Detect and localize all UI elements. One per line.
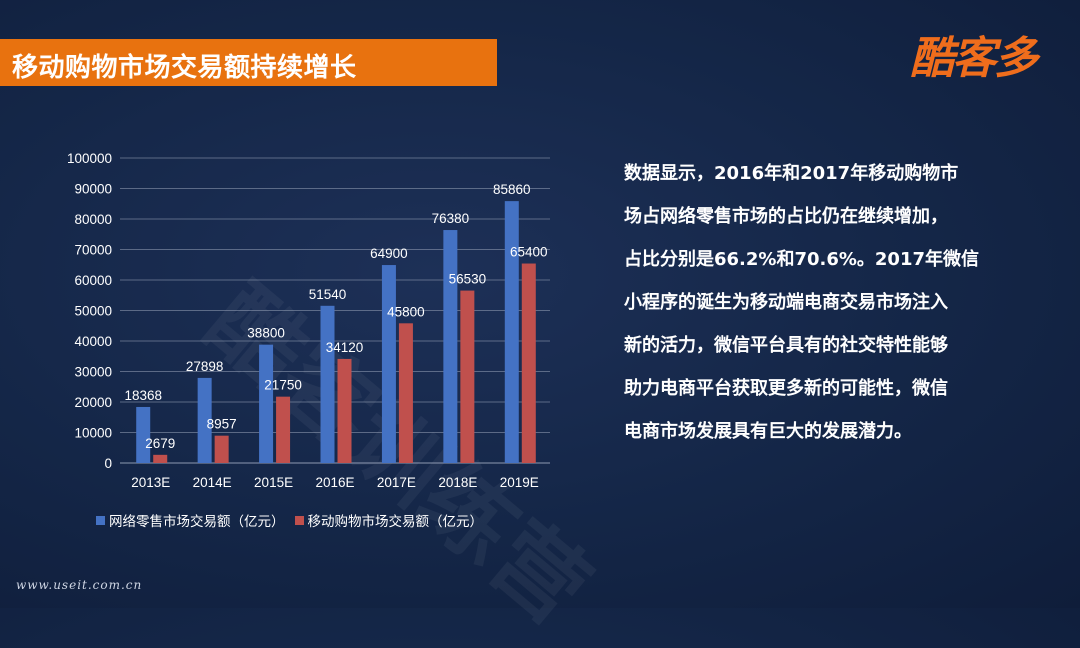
x-tick-label: 2017E <box>377 475 416 490</box>
bar-series-2 <box>276 396 291 463</box>
x-tick-label: 2016E <box>315 475 354 490</box>
x-tick-label: 2014E <box>193 475 232 490</box>
legend-swatch-series-1 <box>96 515 105 525</box>
bar-series-2 <box>337 358 352 463</box>
bar-series-2 <box>521 263 536 463</box>
bar-series-1 <box>320 305 335 463</box>
data-label: 2679 <box>145 436 175 451</box>
y-tick-label: 80000 <box>74 212 112 227</box>
legend-item-series-2: 移动购物市场交易额（亿元） <box>294 510 484 530</box>
legend-swatch-series-2 <box>294 515 304 525</box>
data-label: 34120 <box>326 340 364 355</box>
y-tick-label: 70000 <box>74 243 112 258</box>
bar-series-1 <box>197 377 212 463</box>
y-tick-label: 100000 <box>67 151 112 166</box>
bar-series-1 <box>136 406 151 463</box>
data-label: 38800 <box>247 326 285 341</box>
paragraph-line: 新的活力，微信平台具有的社交特性能够 <box>624 335 948 356</box>
bar-series-2 <box>153 454 168 463</box>
paragraph-line: 助力电商平台获取更多新的可能性，微信 <box>624 378 948 399</box>
paragraph-line: 电商市场发展具有巨大的发展潜力。 <box>624 421 912 442</box>
bar-series-1 <box>381 265 396 463</box>
brand-logo: 酷客多 <box>910 33 1038 84</box>
data-label: 56530 <box>449 272 487 287</box>
data-label: 65400 <box>510 245 548 260</box>
legend-label-series-1: 网络零售市场交易额（亿元） <box>109 514 285 530</box>
data-label: 51540 <box>309 287 347 302</box>
data-label: 18368 <box>124 388 162 403</box>
data-label: 27898 <box>186 359 224 374</box>
y-tick-label: 60000 <box>74 273 112 288</box>
x-tick-label: 2013E <box>131 475 170 490</box>
data-label: 45800 <box>387 304 425 319</box>
data-label: 8957 <box>207 417 237 432</box>
y-tick-label: 40000 <box>74 334 112 349</box>
data-label: 64900 <box>370 246 408 261</box>
bar-series-1 <box>443 230 458 463</box>
paragraph-line: 占比分别是66.2%和70.6%。2017年微信 <box>624 249 979 270</box>
y-tick-label: 10000 <box>74 426 112 441</box>
x-tick-label: 2018E <box>438 475 477 490</box>
data-label: 85860 <box>493 182 531 197</box>
y-tick-label: 50000 <box>74 304 112 319</box>
x-tick-label: 2019E <box>500 475 539 490</box>
legend-item-series-1: 网络零售市场交易额（亿元） <box>96 510 285 530</box>
description-paragraph: 数据显示，2016年和2017年移动购物市 场占网络零售市场的占比仍在继续增加，… <box>624 152 1024 453</box>
paragraph-line: 数据显示，2016年和2017年移动购物市 <box>624 163 959 184</box>
y-tick-label: 30000 <box>74 365 112 380</box>
data-label: 21750 <box>264 378 302 393</box>
paragraph-line: 场占网络零售市场的占比仍在继续增加， <box>624 206 948 227</box>
bar-series-1 <box>504 201 519 463</box>
y-tick-label: 90000 <box>74 182 112 197</box>
chart-legend: 网络零售市场交易额（亿元） 移动购物市场交易额（亿元） <box>96 510 493 530</box>
y-tick-label: 20000 <box>74 395 112 410</box>
x-tick-label: 2015E <box>254 475 293 490</box>
page-title: 移动购物市场交易额持续增长 <box>12 53 357 83</box>
paragraph-line: 小程序的诞生为移动端电商交易市场注入 <box>624 292 948 313</box>
footer-url: www.useit.com.cn <box>16 578 143 592</box>
bar-series-2 <box>398 323 413 463</box>
bar-series-2 <box>214 435 229 463</box>
bar-series-1 <box>259 344 274 463</box>
title-banner: 移动购物市场交易额持续增长 <box>0 39 497 86</box>
y-tick-label: 0 <box>104 456 112 471</box>
bar-chart: 0 10000 20000 30000 40000 50000 60000 70000 8000… <box>67 151 550 490</box>
data-label: 76380 <box>432 211 470 226</box>
bar-series-2 <box>460 290 475 463</box>
legend-label-series-2: 移动购物市场交易额（亿元） <box>307 514 484 530</box>
